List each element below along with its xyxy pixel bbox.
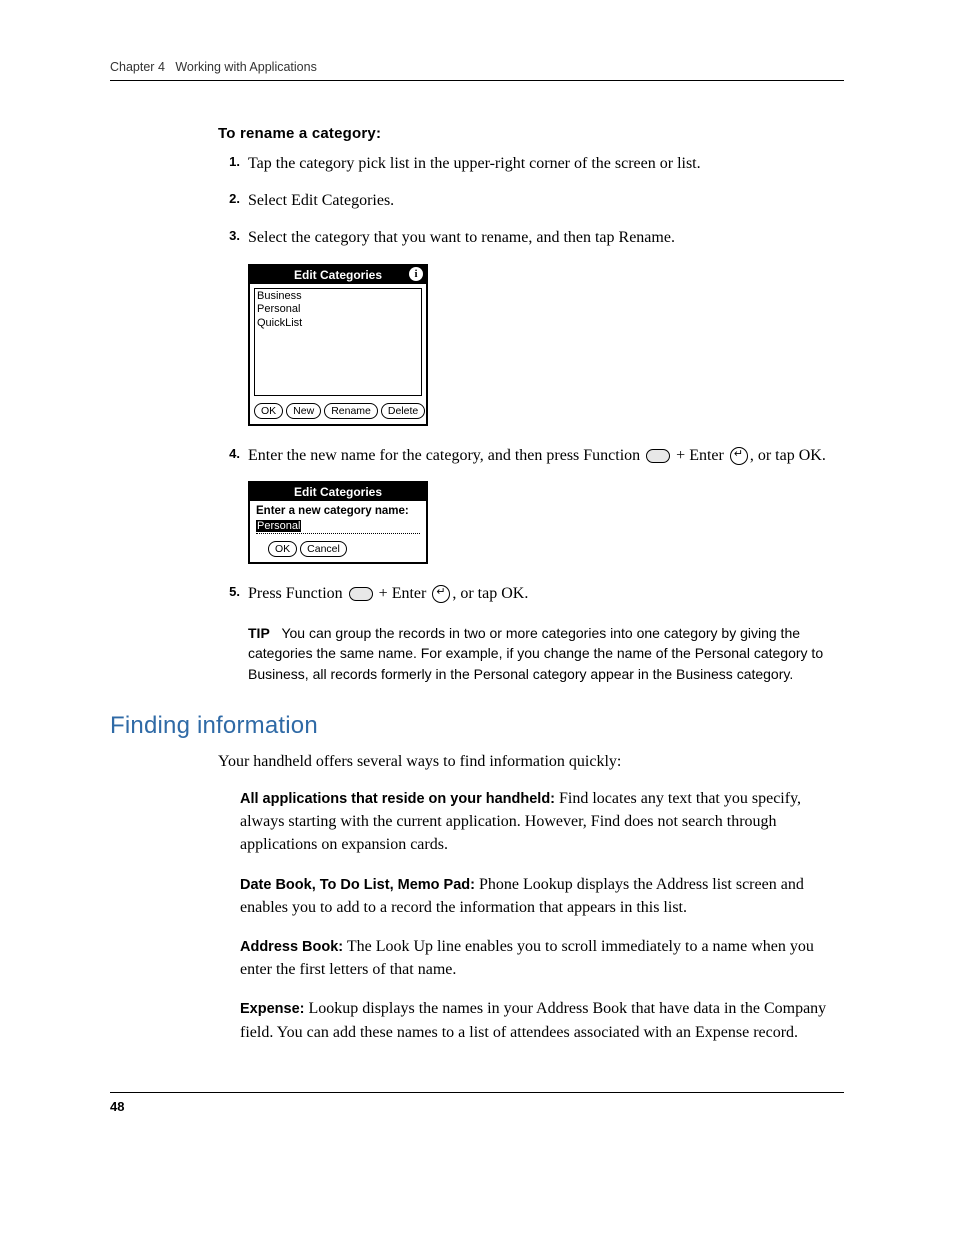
- list-item[interactable]: QuickList: [257, 317, 419, 331]
- list-item[interactable]: Business: [257, 290, 419, 304]
- step-text: Select the category that you want to ren…: [248, 226, 844, 249]
- find-item: All applications that reside on your han…: [240, 787, 844, 857]
- step-text-fragment: + Enter: [672, 447, 728, 464]
- button-row: OK Cancel: [250, 538, 426, 562]
- rename-button[interactable]: Rename: [324, 403, 378, 419]
- step-2: 2. Select Edit Categories.: [218, 189, 844, 212]
- find-item-body: Lookup displays the names in your Addres…: [240, 1000, 826, 1040]
- step-1: 1. Tap the category pick list in the upp…: [218, 152, 844, 175]
- function-key-icon: [349, 587, 373, 601]
- step-4: 4. Enter the new name for the category, …: [218, 444, 844, 467]
- section-intro: Your handheld offers several ways to fin…: [218, 750, 844, 773]
- dialog-title: Edit Categories i: [250, 266, 426, 284]
- step-text: Select Edit Categories.: [248, 189, 844, 212]
- step-text-fragment: Press Function: [248, 585, 347, 602]
- step-3: 3. Select the category that you want to …: [218, 226, 844, 249]
- enter-key-icon: [730, 447, 748, 465]
- tip-text: You can group the records in two or more…: [248, 625, 823, 682]
- category-list[interactable]: Business Personal QuickList: [254, 288, 422, 396]
- tip-block: TIP You can group the records in two or …: [248, 623, 844, 684]
- chapter-title: Working with Applications: [175, 60, 317, 74]
- rename-category-dialog: Edit Categories Enter a new category nam…: [248, 481, 428, 564]
- procedure-title: To rename a category:: [218, 125, 844, 142]
- running-head: Chapter 4 Working with Applications: [110, 60, 844, 81]
- ok-button[interactable]: OK: [268, 541, 297, 557]
- function-key-icon: [646, 449, 670, 463]
- dialog-title: Edit Categories: [250, 483, 426, 501]
- find-item-lead: Date Book, To Do List, Memo Pad:: [240, 877, 475, 893]
- find-item-lead: Expense:: [240, 1001, 304, 1017]
- step-number: 3.: [218, 226, 248, 243]
- find-item-lead: All applications that reside on your han…: [240, 791, 555, 807]
- cancel-button[interactable]: Cancel: [300, 541, 347, 557]
- page-number: 48: [110, 1099, 124, 1114]
- step-number: 2.: [218, 189, 248, 206]
- step-5: 5. Press Function + Enter , or tap OK.: [218, 582, 844, 605]
- find-item: Date Book, To Do List, Memo Pad: Phone L…: [240, 873, 844, 919]
- step-text-fragment: + Enter: [375, 585, 431, 602]
- step-text: Enter the new name for the category, and…: [248, 444, 844, 467]
- section-heading: Finding information: [110, 712, 844, 740]
- step-text: Tap the category pick list in the upper-…: [248, 152, 844, 175]
- step-text: Press Function + Enter , or tap OK.: [248, 582, 844, 605]
- step-text-fragment: Enter the new name for the category, and…: [248, 447, 644, 464]
- step-number: 4.: [218, 444, 248, 461]
- page-footer: 48: [110, 1092, 844, 1114]
- button-row: OK New Rename Delete: [250, 400, 426, 424]
- find-item-lead: Address Book:: [240, 939, 343, 955]
- new-button[interactable]: New: [286, 403, 321, 419]
- enter-key-icon: [432, 585, 450, 603]
- dialog-title-text: Edit Categories: [294, 268, 382, 282]
- step-number: 5.: [218, 582, 248, 599]
- input-value: Personal: [256, 520, 301, 532]
- list-item[interactable]: Personal: [257, 303, 419, 317]
- step-text-fragment: , or tap OK.: [452, 585, 528, 602]
- info-icon[interactable]: i: [409, 267, 423, 281]
- find-item: Expense: Lookup displays the names in yo…: [240, 997, 844, 1043]
- step-number: 1.: [218, 152, 248, 169]
- delete-button[interactable]: Delete: [381, 403, 425, 419]
- tip-label: TIP: [248, 625, 270, 641]
- step-text-fragment: , or tap OK.: [750, 447, 826, 464]
- category-name-input[interactable]: Personal: [256, 519, 420, 534]
- edit-categories-dialog: Edit Categories i Business Personal Quic…: [248, 264, 428, 426]
- chapter-label: Chapter 4: [110, 60, 165, 74]
- find-item: Address Book: The Look Up line enables y…: [240, 935, 844, 981]
- ok-button[interactable]: OK: [254, 403, 283, 419]
- dialog-prompt: Enter a new category name:: [250, 501, 426, 517]
- dialog-title-text: Edit Categories: [294, 485, 382, 499]
